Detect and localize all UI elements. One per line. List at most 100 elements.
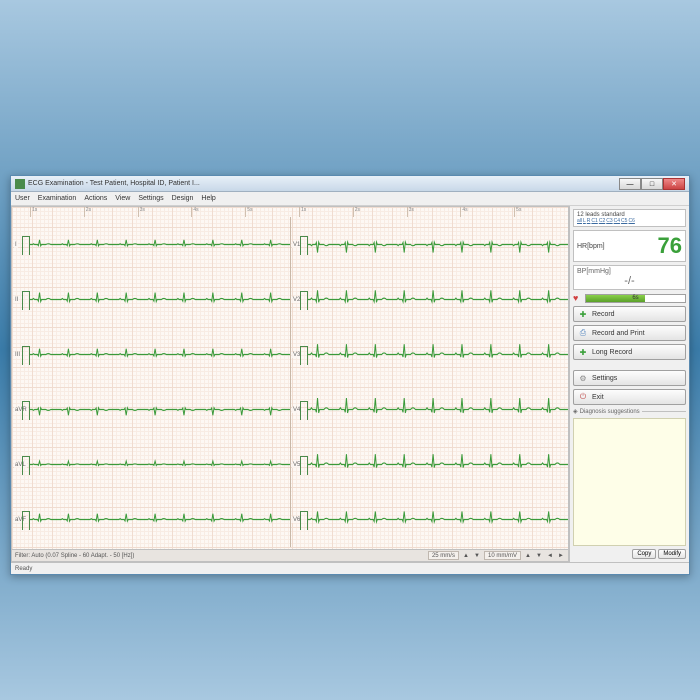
- copy-button[interactable]: Copy: [632, 549, 656, 559]
- calibration-pulse: [300, 456, 306, 474]
- lead-link[interactable]: C4: [614, 218, 620, 224]
- lead-link[interactable]: all: [577, 218, 582, 224]
- menu-view[interactable]: View: [115, 195, 130, 202]
- lead-link[interactable]: C3: [606, 218, 612, 224]
- lead-I: I: [12, 217, 290, 272]
- bp-label: BP[mmHg]: [577, 268, 682, 275]
- maximize-button[interactable]: □: [641, 178, 663, 190]
- calibration-pulse: [22, 401, 28, 419]
- lead-label: III: [14, 352, 21, 358]
- diagnosis-notes[interactable]: [573, 418, 686, 546]
- gain-control[interactable]: 10 mm/mV: [484, 551, 521, 560]
- ruler-tick: 1s: [30, 207, 84, 217]
- menu-user[interactable]: User: [15, 195, 30, 202]
- lead-V5: V5: [290, 437, 568, 492]
- menu-settings[interactable]: Settings: [138, 195, 163, 202]
- ecg-trace: [308, 327, 568, 382]
- app-icon: [15, 179, 25, 189]
- lead-link[interactable]: R: [587, 218, 591, 224]
- calibration-pulse: [300, 236, 306, 254]
- bp-box: BP[mmHg] -/-: [573, 265, 686, 290]
- calibration-pulse: [300, 511, 306, 529]
- layout-next-icon[interactable]: ►: [557, 553, 565, 559]
- gain-up-icon[interactable]: ▲: [524, 553, 532, 559]
- lead-label: II: [14, 297, 19, 303]
- calibration-pulse: [300, 401, 306, 419]
- speed-control[interactable]: 25 mm/s: [428, 551, 459, 560]
- lead-link[interactable]: C5: [621, 218, 627, 224]
- ecg-trace: [308, 382, 568, 437]
- ecg-trace: [30, 382, 290, 437]
- lead-link[interactable]: C6: [628, 218, 634, 224]
- lead-V2: V2: [290, 272, 568, 327]
- progress-text: 6s: [632, 295, 638, 301]
- exit-icon: ⏻: [578, 392, 588, 402]
- hr-box: HR[bpm] 76: [573, 230, 686, 262]
- diagnosis-label: ◈Diagnosis suggestions: [573, 408, 686, 415]
- bp-value: -/-: [577, 275, 682, 287]
- record-label: Record: [592, 311, 615, 318]
- speed-down-icon[interactable]: ▼: [473, 553, 481, 559]
- minimize-button[interactable]: —: [619, 178, 641, 190]
- ecg-trace: [308, 217, 568, 272]
- menu-design[interactable]: Design: [172, 195, 194, 202]
- lead-aVF: aVF: [12, 492, 290, 547]
- content-area: 1s2s3s4s5s1s2s3s4s5s IV1IIV2IIIV3aVRV4aV…: [11, 206, 689, 562]
- ecg-area[interactable]: 1s2s3s4s5s1s2s3s4s5s IV1IIV2IIIV3aVRV4aV…: [11, 206, 569, 562]
- settings-label: Settings: [592, 375, 617, 382]
- print-icon: ⎙: [578, 328, 588, 338]
- side-panel: 12 leads standard allLRC1C2C3C4C5C6 HR[b…: [569, 206, 689, 562]
- exit-button[interactable]: ⏻ Exit: [573, 389, 686, 405]
- menu-help[interactable]: Help: [201, 195, 215, 202]
- calibration-pulse: [22, 456, 28, 474]
- lead-link[interactable]: L: [583, 218, 586, 224]
- ruler-tick: 3s: [138, 207, 192, 217]
- progress-row: ♥ 6s: [573, 293, 686, 303]
- lead-V1: V1: [290, 217, 568, 272]
- ecg-bottom-bar: Filter: Auto (0.07 Spline - 60 Adapt. - …: [12, 549, 568, 561]
- window-controls: — □ ✕: [619, 178, 685, 190]
- layout-prev-icon[interactable]: ◄: [546, 553, 554, 559]
- close-button[interactable]: ✕: [663, 178, 685, 190]
- speed-value: 25 mm/s: [432, 553, 455, 559]
- progress-bar: 6s: [585, 294, 686, 303]
- lead-container: IV1IIV2IIIV3aVRV4aVLV5aVFV6: [12, 217, 568, 547]
- gain-down-icon[interactable]: ▼: [535, 553, 543, 559]
- speed-up-icon[interactable]: ▲: [462, 553, 470, 559]
- ecg-trace: [308, 272, 568, 327]
- modify-button[interactable]: Modify: [658, 549, 686, 559]
- long-record-label: Long Record: [592, 349, 632, 356]
- gear-icon: ⚙: [578, 374, 588, 383]
- lead-V6: V6: [290, 492, 568, 547]
- titlebar[interactable]: ECG Examination - Test Patient, Hospital…: [11, 176, 689, 192]
- ruler-tick: 4s: [191, 207, 245, 217]
- statusbar: Ready: [11, 562, 689, 574]
- ecg-trace: [30, 492, 290, 547]
- heart-icon: ♥: [573, 293, 583, 303]
- ruler-tick: 2s: [84, 207, 138, 217]
- settings-button[interactable]: ⚙ Settings: [573, 370, 686, 386]
- ecg-trace: [308, 492, 568, 547]
- calibration-pulse: [22, 511, 28, 529]
- ecg-trace: [30, 437, 290, 492]
- calibration-pulse: [300, 291, 306, 309]
- diagnosis-text: Diagnosis suggestions: [580, 409, 640, 415]
- ruler-tick: 1s: [299, 207, 353, 217]
- gain-value: 10 mm/mV: [488, 553, 517, 559]
- notes-buttons: Copy Modify: [573, 549, 686, 559]
- plus-icon: ✚: [578, 310, 588, 319]
- record-print-button[interactable]: ⎙Record and Print: [573, 325, 686, 341]
- lead-link[interactable]: C1: [591, 218, 597, 224]
- plus-icon: ✚: [578, 348, 588, 357]
- status-text: Ready: [15, 566, 32, 572]
- record-button[interactable]: ✚ Record: [573, 306, 686, 322]
- menubar: User Examination Actions View Settings D…: [11, 192, 689, 206]
- exit-label: Exit: [592, 394, 604, 401]
- lead-label: I: [14, 242, 18, 248]
- lead-link[interactable]: C2: [599, 218, 605, 224]
- long-record-button[interactable]: ✚ Long Record: [573, 344, 686, 360]
- hr-label: HR[bpm]: [577, 243, 605, 250]
- menu-examination[interactable]: Examination: [38, 195, 77, 202]
- time-ruler: 1s2s3s4s5s1s2s3s4s5s: [30, 207, 568, 217]
- menu-actions[interactable]: Actions: [84, 195, 107, 202]
